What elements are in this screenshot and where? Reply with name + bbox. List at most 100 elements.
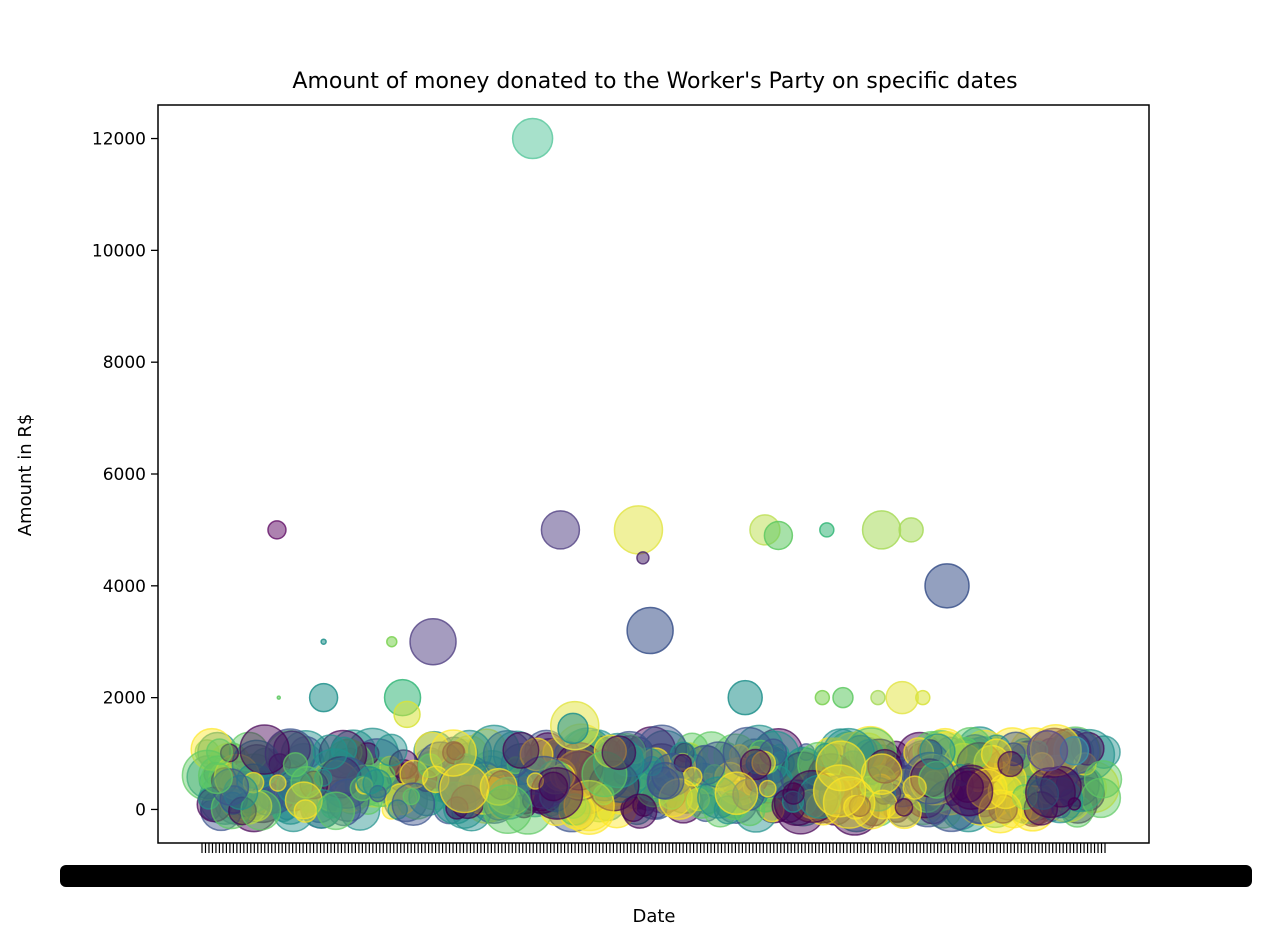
cluster-point <box>563 779 615 832</box>
x-tick-labels-band <box>60 865 1252 887</box>
scatter-point <box>511 117 554 160</box>
cluster-point <box>200 761 234 795</box>
scatter-point <box>915 689 931 706</box>
cluster-point <box>445 796 469 820</box>
cluster-point <box>211 768 250 806</box>
cluster-point <box>860 753 903 795</box>
cluster-point <box>949 726 993 771</box>
cluster-point <box>439 763 490 814</box>
cluster-point <box>818 774 859 815</box>
cluster-point <box>446 742 465 761</box>
cluster-point <box>312 734 348 770</box>
cluster-point <box>414 731 450 767</box>
scatter-point <box>814 689 831 706</box>
plot-frame <box>157 104 1150 844</box>
y-tick-label: 2000 <box>103 689 146 709</box>
scatter-point <box>636 551 650 565</box>
x-axis-label: Date <box>632 906 675 927</box>
cluster-point <box>374 733 408 767</box>
cluster-point <box>894 798 914 817</box>
cluster-point <box>385 783 418 816</box>
scatter-point <box>626 606 674 655</box>
scatter-point <box>870 689 886 706</box>
cluster-point <box>781 790 805 813</box>
y-axis-label: Amount in R$ <box>15 414 36 537</box>
cluster-point <box>782 782 805 805</box>
scatter-point <box>861 510 902 550</box>
y-tick-label: 10000 <box>92 241 146 261</box>
cluster-point <box>812 764 867 818</box>
cluster-point <box>326 778 370 823</box>
cluster-point <box>980 738 1013 770</box>
cluster-point <box>601 735 637 771</box>
y-tick-label: 4000 <box>103 577 146 597</box>
scatter-point <box>308 682 339 713</box>
cluster-point <box>918 760 957 799</box>
cluster-point <box>239 724 290 775</box>
scatter-point <box>276 695 282 700</box>
scatter-point <box>727 679 763 716</box>
scatter-point <box>924 563 970 609</box>
scatter-point <box>1067 797 1082 811</box>
cluster-point <box>482 730 533 780</box>
cluster-point <box>682 766 703 787</box>
cluster-point <box>978 789 1023 834</box>
x-axis <box>60 843 1252 887</box>
cluster-point <box>739 748 772 781</box>
cluster-point <box>902 775 927 800</box>
cluster-point <box>282 751 309 778</box>
scatter-point <box>1026 730 1069 772</box>
scatter-point <box>320 638 327 645</box>
cluster-point <box>867 789 898 820</box>
cluster-point <box>205 738 234 766</box>
cluster-point <box>813 742 839 768</box>
cluster-point <box>919 733 956 770</box>
cluster-point <box>293 799 318 823</box>
cluster-point <box>210 788 252 830</box>
cluster-point <box>771 788 807 824</box>
cluster-point <box>301 788 342 829</box>
cluster-point <box>1083 760 1123 799</box>
cluster-point <box>944 767 994 817</box>
scatter-point <box>557 712 589 745</box>
dense-cluster-layer <box>181 723 1123 836</box>
scatter-point <box>267 520 287 540</box>
scatter-point <box>540 510 581 550</box>
cluster-point <box>1037 777 1084 824</box>
cluster-point <box>1026 777 1060 811</box>
cluster-point <box>581 751 628 798</box>
cluster-point <box>272 730 312 769</box>
cluster-point <box>355 766 385 795</box>
y-axis: 0 2000 4000 6000 8000 10000 12000 <box>92 130 158 820</box>
cluster-point <box>646 761 685 800</box>
scatter-point <box>613 505 664 555</box>
cluster-point <box>467 724 521 777</box>
cluster-point <box>344 764 387 807</box>
scatter-point <box>409 617 457 666</box>
scatter-point <box>885 680 919 715</box>
cluster-point <box>714 771 759 816</box>
y-tick-label: 6000 <box>103 465 146 485</box>
scatter-point <box>386 635 398 648</box>
cluster-point <box>843 794 869 820</box>
scatter-point <box>393 700 421 729</box>
y-tick-label: 0 <box>135 800 146 820</box>
cluster-point <box>316 791 356 831</box>
cluster-point <box>228 731 269 772</box>
cluster-point <box>697 776 740 819</box>
scatter-point <box>763 520 794 551</box>
cluster-point <box>502 731 540 769</box>
cluster-point <box>538 771 569 802</box>
points-layer <box>267 117 1090 811</box>
cluster-point <box>951 770 985 803</box>
chart-title: Amount of money donated to the Worker's … <box>292 69 1017 94</box>
y-tick-label: 12000 <box>92 130 146 150</box>
cluster-point <box>948 764 995 810</box>
cluster-point <box>758 779 777 798</box>
cluster-point <box>269 774 287 792</box>
scatter-point <box>819 522 835 538</box>
y-tick-label: 8000 <box>103 353 146 373</box>
cluster-point <box>482 784 533 835</box>
